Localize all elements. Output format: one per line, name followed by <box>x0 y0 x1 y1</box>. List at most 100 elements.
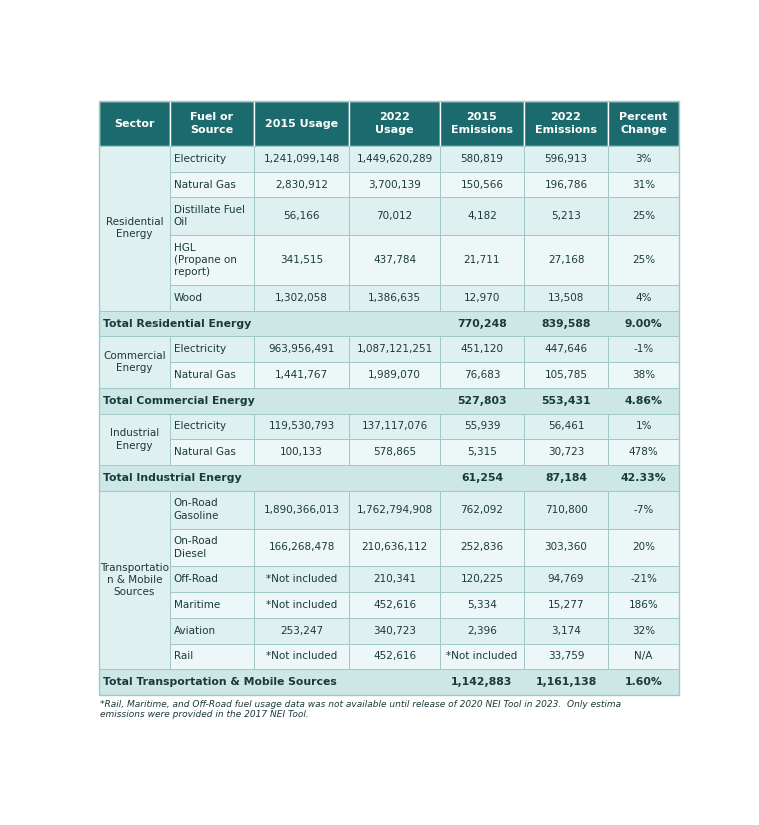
Text: 1,989,070: 1,989,070 <box>368 370 421 380</box>
Bar <box>170 146 254 172</box>
Text: Maritime: Maritime <box>174 600 220 610</box>
Bar <box>170 172 254 197</box>
Bar <box>440 362 524 388</box>
Text: Total Commercial Energy: Total Commercial Energy <box>103 396 255 406</box>
Text: 252,836: 252,836 <box>461 542 503 553</box>
Bar <box>254 172 349 197</box>
Bar <box>99 465 679 491</box>
Bar <box>524 529 608 566</box>
Bar <box>524 491 608 529</box>
Text: 770,248: 770,248 <box>457 318 507 328</box>
Text: 1,087,121,251: 1,087,121,251 <box>357 344 433 354</box>
Text: 451,120: 451,120 <box>461 344 503 354</box>
Bar <box>440 285 524 311</box>
Bar <box>440 413 524 440</box>
Text: 55,939: 55,939 <box>464 422 500 431</box>
Bar <box>170 618 254 644</box>
Bar <box>440 618 524 644</box>
Bar <box>349 413 440 440</box>
Bar <box>440 101 524 146</box>
Text: 1,142,883: 1,142,883 <box>452 677 512 687</box>
Bar <box>349 235 440 285</box>
Text: 3,700,139: 3,700,139 <box>368 180 421 190</box>
Text: 120,225: 120,225 <box>461 574 503 584</box>
Bar <box>254 362 349 388</box>
Text: 340,723: 340,723 <box>373 625 416 635</box>
Text: 119,530,793: 119,530,793 <box>269 422 335 431</box>
Text: 3%: 3% <box>635 153 652 164</box>
Text: 447,646: 447,646 <box>544 344 587 354</box>
Text: Electricity: Electricity <box>174 344 226 354</box>
Bar <box>170 362 254 388</box>
Bar <box>349 440 440 465</box>
Text: On-Road
Gasoline: On-Road Gasoline <box>174 498 219 521</box>
Text: Natural Gas: Natural Gas <box>174 180 235 190</box>
Bar <box>349 197 440 235</box>
Text: 56,461: 56,461 <box>548 422 584 431</box>
Text: 452,616: 452,616 <box>373 652 416 662</box>
Text: 553,431: 553,431 <box>541 396 591 406</box>
Text: 5,213: 5,213 <box>551 211 581 221</box>
Bar <box>170 101 254 146</box>
Text: 70,012: 70,012 <box>376 211 413 221</box>
Text: 137,117,076: 137,117,076 <box>361 422 428 431</box>
Bar <box>170 592 254 618</box>
Text: Electricity: Electricity <box>174 153 226 164</box>
Text: 1,441,767: 1,441,767 <box>275 370 328 380</box>
Bar <box>254 491 349 529</box>
Bar <box>254 197 349 235</box>
Bar <box>440 440 524 465</box>
Bar <box>170 529 254 566</box>
Text: Total Industrial Energy: Total Industrial Energy <box>103 473 242 483</box>
Text: 2015 Usage: 2015 Usage <box>265 119 339 129</box>
Bar <box>349 592 440 618</box>
Bar <box>608 413 679 440</box>
Bar <box>440 491 524 529</box>
Text: 61,254: 61,254 <box>461 473 503 483</box>
Bar <box>349 566 440 592</box>
Bar <box>524 592 608 618</box>
Bar <box>99 413 170 465</box>
Bar <box>440 644 524 669</box>
Text: 1,161,138: 1,161,138 <box>535 677 597 687</box>
Bar <box>524 197 608 235</box>
Text: Commercial
Energy: Commercial Energy <box>103 351 165 374</box>
Text: 15,277: 15,277 <box>548 600 584 610</box>
Bar <box>524 440 608 465</box>
Bar <box>254 592 349 618</box>
Text: Sector: Sector <box>114 119 155 129</box>
Bar <box>349 101 440 146</box>
Text: 1,762,794,908: 1,762,794,908 <box>357 505 433 515</box>
Text: 580,819: 580,819 <box>461 153 503 164</box>
Bar <box>99 101 170 146</box>
Text: 32%: 32% <box>632 625 655 635</box>
Text: 100,133: 100,133 <box>280 447 323 457</box>
Text: 30,723: 30,723 <box>548 447 584 457</box>
Text: N/A: N/A <box>635 652 653 662</box>
Bar <box>349 337 440 362</box>
Text: 4,182: 4,182 <box>467 211 497 221</box>
Text: *Not included: *Not included <box>266 600 337 610</box>
Text: *Not included: *Not included <box>266 652 337 662</box>
Text: -21%: -21% <box>630 574 657 584</box>
Bar <box>608 172 679 197</box>
Bar <box>349 529 440 566</box>
Bar <box>608 491 679 529</box>
Bar <box>170 197 254 235</box>
Bar <box>524 566 608 592</box>
Text: 166,268,478: 166,268,478 <box>269 542 335 553</box>
Text: 25%: 25% <box>632 211 655 221</box>
Text: 12,970: 12,970 <box>464 293 500 303</box>
Bar <box>440 529 524 566</box>
Bar <box>349 146 440 172</box>
Bar <box>608 440 679 465</box>
Text: 56,166: 56,166 <box>283 211 320 221</box>
Text: 21,711: 21,711 <box>464 255 500 265</box>
Bar <box>254 529 349 566</box>
Bar <box>349 618 440 644</box>
Text: *Rail, Maritime, and Off-Road fuel usage data was not available until release of: *Rail, Maritime, and Off-Road fuel usage… <box>100 700 622 719</box>
Bar <box>170 413 254 440</box>
Text: 20%: 20% <box>632 542 655 553</box>
Text: 2022
Usage: 2022 Usage <box>376 112 414 134</box>
Text: 452,616: 452,616 <box>373 600 416 610</box>
